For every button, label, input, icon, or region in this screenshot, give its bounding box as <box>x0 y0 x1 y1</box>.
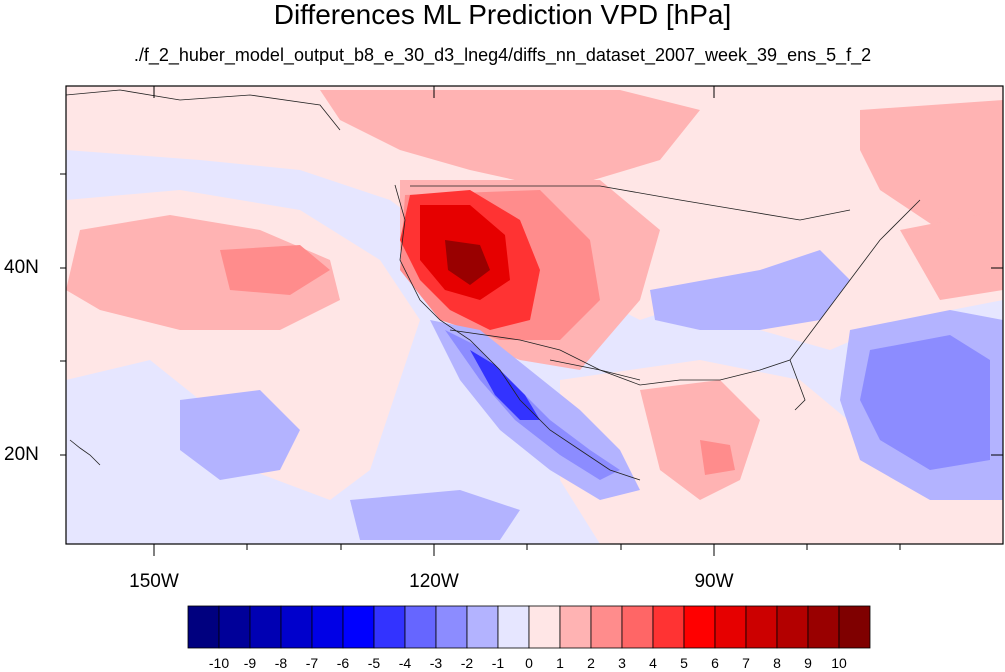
colorbar-label: -2 <box>460 655 474 671</box>
colorbar-swatch <box>714 605 747 649</box>
colorbar-label: 0 <box>525 655 533 671</box>
light-red-northeast <box>860 100 1003 230</box>
colorbar-swatch <box>249 605 282 649</box>
colorbar-swatch <box>590 605 623 649</box>
lon-label-150w: 150W <box>129 571 179 592</box>
colorbar-label: 1 <box>556 655 564 671</box>
light-blue-eastern-us <box>650 250 850 330</box>
colorbar-swatch <box>838 605 871 649</box>
light-red-north <box>320 90 700 190</box>
colorbar-swatch <box>187 605 220 649</box>
lat-label-40n: 40N <box>4 257 39 278</box>
colorbar-label: -4 <box>398 655 412 671</box>
colorbar-swatch <box>745 605 778 649</box>
colorbar-label: 8 <box>773 655 781 671</box>
colorbar-label: 5 <box>680 655 688 671</box>
colorbar-label: 6 <box>711 655 719 671</box>
map-subtitle: ./f_2_huber_model_output_b8_e_30_d3_lneg… <box>133 45 872 65</box>
us-mexico-border <box>449 329 641 381</box>
colorbar-label: -9 <box>243 655 257 671</box>
axis-ticks <box>60 86 1003 556</box>
colorbar-swatch <box>280 605 313 649</box>
north-america-west-coast <box>394 184 641 481</box>
colorbar-label: -8 <box>274 655 288 671</box>
colorbar <box>187 605 871 649</box>
coastlines <box>65 89 921 481</box>
lon-label-120w: 120W <box>409 571 459 592</box>
lat-label-20n: 20N <box>4 444 39 465</box>
colorbar-swatch <box>404 605 437 649</box>
colorbar-swatch <box>435 605 468 649</box>
colorbar-swatch <box>373 605 406 649</box>
light-blue-pacific-southeast <box>350 490 520 540</box>
colorbar-swatch <box>621 605 654 649</box>
colorbar-label: -10 <box>208 655 230 671</box>
colorbar-swatch <box>807 605 840 649</box>
colorbar-swatch <box>466 605 499 649</box>
us-canada-border <box>410 185 851 221</box>
colorbar-label: -3 <box>429 655 443 671</box>
colorbar-label: 10 <box>831 655 847 671</box>
light-red-pacific <box>66 215 340 330</box>
colorbar-swatch <box>683 605 716 649</box>
mid-red-gulf-patch <box>700 440 735 475</box>
colorbar-label: -7 <box>305 655 319 671</box>
lon-label-90w: 90W <box>694 571 734 592</box>
light-red-atlantic <box>900 210 1003 300</box>
vpd-difference-field <box>66 86 1003 544</box>
blue-atlantic-core <box>860 335 990 470</box>
map-title: Differences ML Prediction VPD [hPa] <box>273 0 732 30</box>
gulf-coast <box>549 359 806 411</box>
colorbar-label: -6 <box>336 655 350 671</box>
colorbar-swatch <box>776 605 809 649</box>
map-frame <box>65 85 1004 545</box>
atlantic-coast <box>789 199 921 361</box>
colorbar-label: -1 <box>491 655 505 671</box>
colorbar-label: 7 <box>742 655 750 671</box>
mid-red-pacific-patch <box>220 245 330 295</box>
deepest-red-core <box>445 240 490 285</box>
colorbar-swatch <box>559 605 592 649</box>
light-blue-pacific-south <box>180 390 300 480</box>
colorbar-label: 9 <box>804 655 812 671</box>
hawaii <box>69 439 101 466</box>
colorbar-swatch <box>311 605 344 649</box>
colorbar-swatch <box>497 605 530 649</box>
alaska-coast <box>65 89 341 131</box>
colorbar-swatch <box>652 605 685 649</box>
colorbar-swatch <box>528 605 561 649</box>
colorbar-label: -5 <box>367 655 381 671</box>
colorbar-label: 3 <box>618 655 626 671</box>
colorbar-label: 2 <box>587 655 595 671</box>
colorbar-swatch <box>218 605 251 649</box>
colorbar-swatch <box>342 605 375 649</box>
colorbar-label: 4 <box>649 655 657 671</box>
